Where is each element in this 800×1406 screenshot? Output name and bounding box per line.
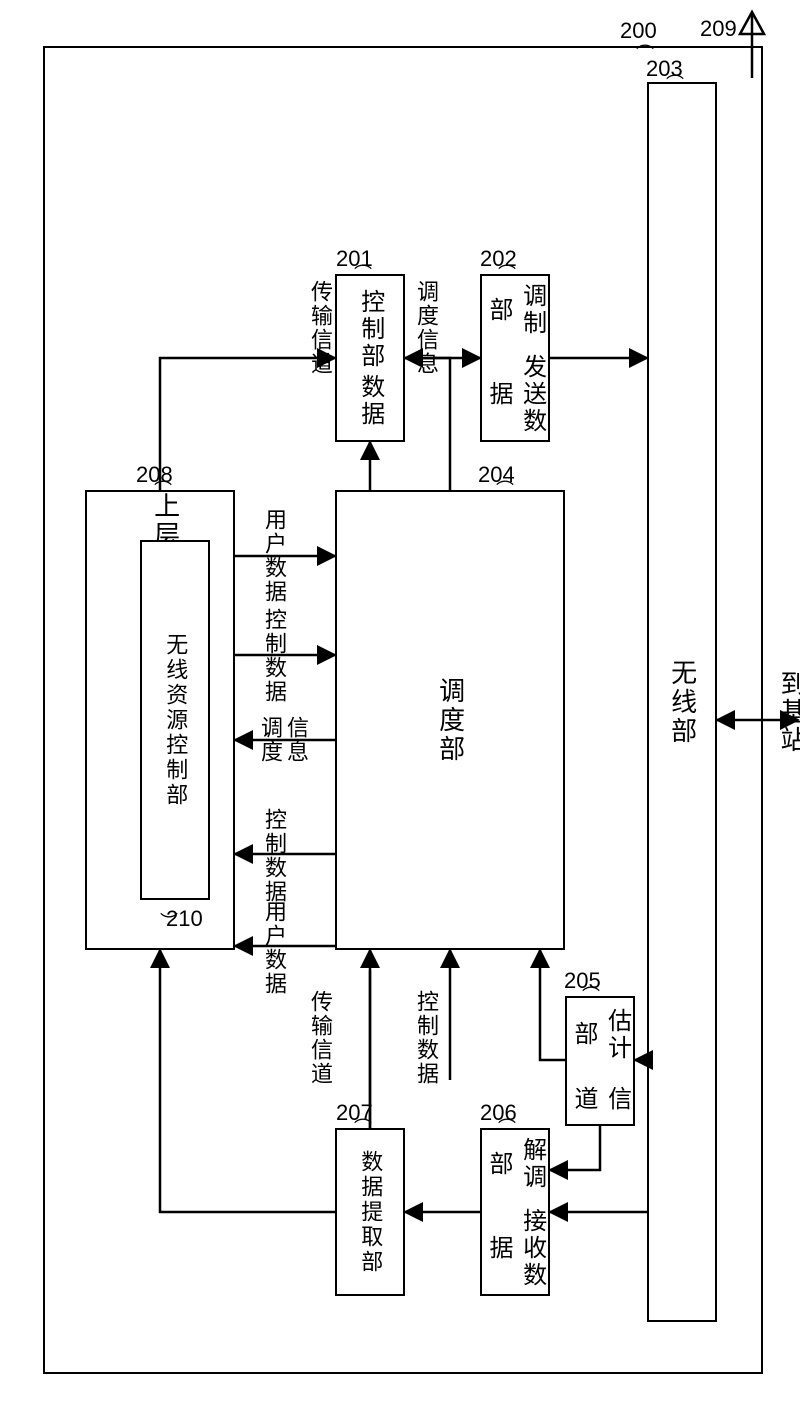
label-204: 调度部 — [434, 677, 465, 764]
edge-label-trans-up: 传输信道 — [304, 280, 336, 376]
label-201: 数据控制部 — [353, 289, 387, 428]
tick-205: ⌒ — [582, 982, 600, 1008]
block-207: 数据提取部 — [335, 1128, 405, 1296]
diagram-canvas: 200 ⌒ 209 数据控制部 201 ⌒ 发送数据调制部 202 ⌒ 无线部 … — [0, 0, 800, 1406]
tick-207: ⌒ — [354, 1114, 372, 1140]
edge-label-ctrl-up: 控制数据 — [258, 608, 290, 704]
ref-209: 209 — [700, 16, 737, 42]
label-202: 发送数据调制部 — [481, 276, 548, 440]
block-203: 无线部 — [647, 82, 717, 1322]
block-202: 发送数据调制部 — [480, 274, 550, 442]
edge-label-trans-dn: 传输信道 — [304, 990, 336, 1086]
tick-204: ⌒ — [496, 476, 514, 502]
tick-201: ⌒ — [354, 260, 372, 286]
block-210: 无线资源控制部 — [140, 540, 210, 900]
edge-label-sched-dn2: 信息 — [280, 716, 312, 764]
tick-206: ⌒ — [498, 1114, 516, 1140]
label-206: 接收数据解调部 — [481, 1130, 548, 1294]
label-203: 无线部 — [666, 659, 697, 746]
label-207: 数据提取部 — [357, 1150, 383, 1275]
block-206: 接收数据解调部 — [480, 1128, 550, 1296]
tick-203: ⌒ — [666, 70, 684, 96]
block-201: 数据控制部 — [335, 274, 405, 442]
edge-label-user-dn: 用户数据 — [258, 900, 290, 996]
external-label: 到基站 — [774, 670, 800, 754]
tick-202: ⌒ — [498, 260, 516, 286]
edge-label-ctrl-dn: 控制数据 — [258, 808, 290, 904]
block-205: 信道估计部 — [565, 996, 635, 1126]
edge-label-user-up: 用户数据 — [258, 508, 290, 604]
block-204: 调度部 — [335, 490, 565, 950]
edge-label-sched-info: 调度信息 — [410, 280, 442, 376]
tick-208: ⌒ — [154, 476, 172, 502]
tick-210: ⌒ — [160, 896, 178, 922]
label-210: 无线资源控制部 — [162, 633, 188, 808]
label-205: 信道估计部 — [566, 998, 633, 1124]
edge-label-ctrl-rx: 控制数据 — [410, 990, 442, 1086]
